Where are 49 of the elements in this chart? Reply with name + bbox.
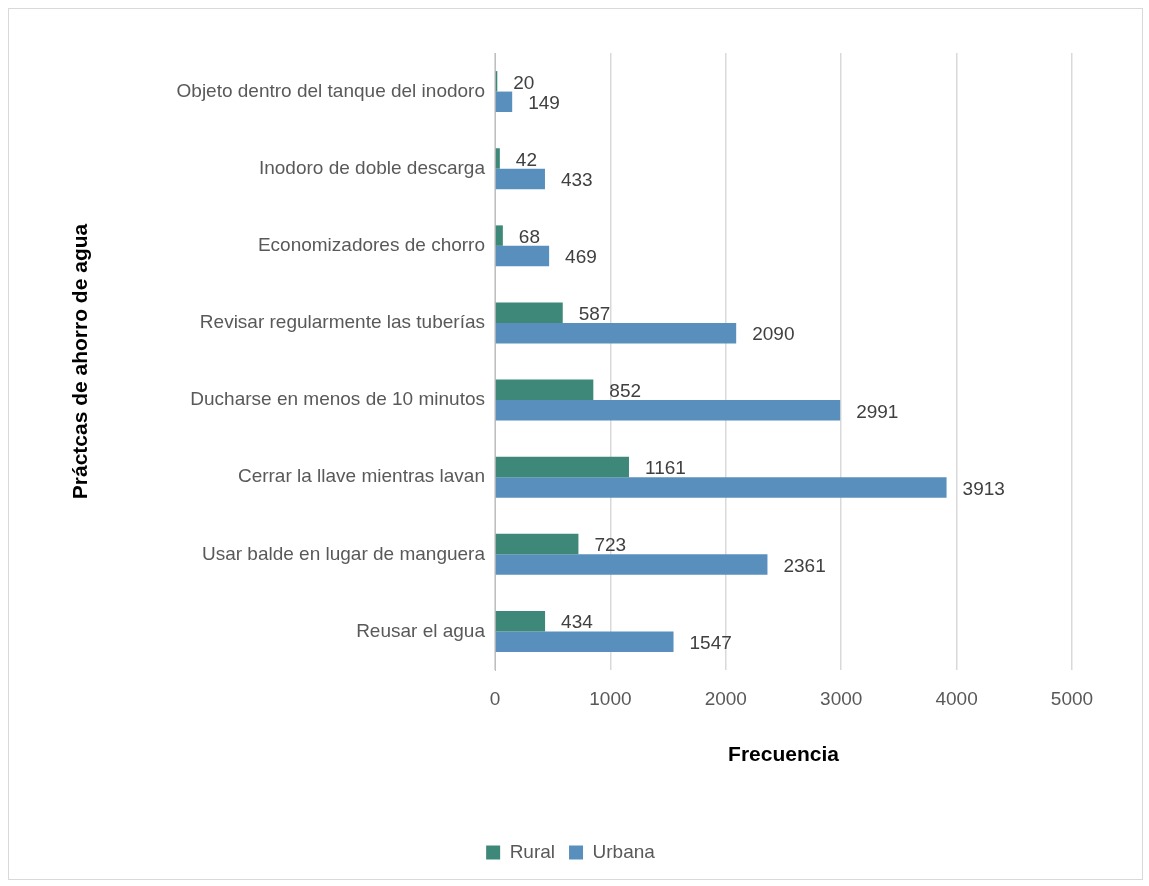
y-axis-title: Práctcas de ahorro de agua	[68, 223, 92, 500]
data-label: 723	[594, 534, 627, 556]
x-axis-title: Frecuencia	[728, 742, 840, 766]
x-tick-label: 3000	[820, 687, 863, 709]
x-tick-label: 0	[489, 687, 501, 709]
data-label: 1547	[689, 631, 732, 653]
bar	[495, 91, 513, 112]
bar	[495, 477, 947, 498]
data-label: 42	[515, 148, 537, 170]
data-label: 469	[565, 246, 597, 268]
bar	[495, 148, 500, 169]
y-tick-label: Cerrar la llave mientras lavan	[237, 465, 485, 487]
bar	[495, 322, 737, 344]
bar	[495, 302, 563, 323]
bar	[495, 400, 841, 421]
data-label: 2090	[752, 323, 795, 345]
y-tick-label: Objeto dentro del tanque del inodoro	[176, 79, 485, 101]
data-label: 2361	[783, 554, 826, 576]
legend-label: Rural	[509, 840, 556, 862]
y-tick-label: Revisar regularmente las tuberías	[199, 311, 485, 333]
data-label: 852	[609, 380, 642, 402]
x-tick-label: 1000	[589, 687, 632, 709]
bar	[495, 533, 579, 555]
bar	[495, 631, 674, 652]
x-tick-label: 2000	[704, 687, 747, 709]
y-tick-label: Ducharse en menos de 10 minutos	[190, 388, 485, 410]
x-tick-label: 5000	[1050, 687, 1094, 709]
bar	[495, 225, 503, 246]
data-label: 68	[518, 225, 540, 247]
y-tick-label: Reusar el agua	[356, 619, 486, 641]
data-label: 434	[561, 611, 594, 633]
data-label: 433	[560, 169, 593, 191]
bar	[495, 379, 594, 401]
data-label: 2991	[856, 400, 899, 422]
y-tick-label: Usar balde en lugar de manguera	[201, 542, 486, 564]
data-label: 149	[528, 92, 560, 114]
bar	[495, 456, 629, 478]
data-label: 20	[513, 71, 535, 93]
data-label: 3913	[962, 477, 1005, 499]
bar	[495, 245, 550, 267]
x-tick-label: 4000	[935, 687, 978, 709]
legend-label: Urbana	[592, 840, 656, 862]
y-tick-label: Inodoro de doble descarga	[258, 156, 486, 178]
data-label: 1161	[644, 457, 686, 479]
y-tick-label: Economizadores de chorro	[257, 234, 485, 256]
bar	[495, 611, 546, 632]
bar	[495, 168, 545, 190]
data-label: 587	[578, 302, 611, 324]
bar	[495, 554, 768, 575]
